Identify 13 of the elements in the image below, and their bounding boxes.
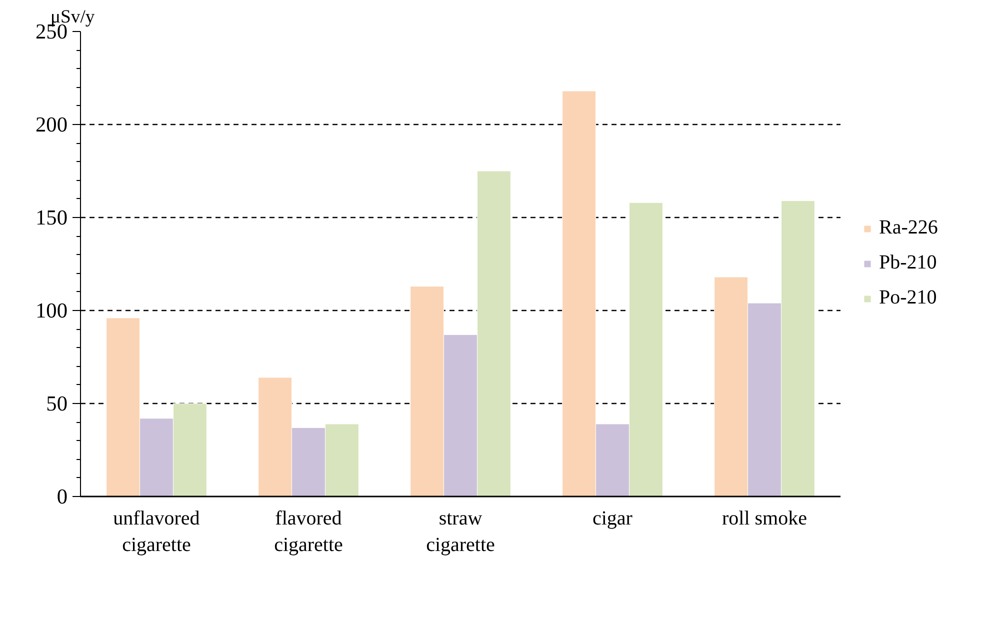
- x-tick-label: flavored cigarette: [274, 508, 344, 556]
- y-tick-label: 100: [36, 298, 68, 322]
- y-tick-label: 150: [36, 206, 68, 230]
- y-tick-label: 0: [56, 484, 68, 508]
- legend-label: Ra-226: [879, 216, 938, 240]
- x-tick-label: roll smoke: [722, 508, 808, 530]
- x-tick-label: straw cigarette: [426, 508, 496, 556]
- x-tick-label: unflavored cigarette: [113, 508, 200, 556]
- y-tick-label: 50: [46, 392, 68, 416]
- y-tick-label: 200: [36, 112, 68, 136]
- legend-label: Po-210: [879, 286, 937, 310]
- x-tick-label: cigar: [592, 508, 633, 530]
- legend-label: Pb-210: [879, 252, 937, 274]
